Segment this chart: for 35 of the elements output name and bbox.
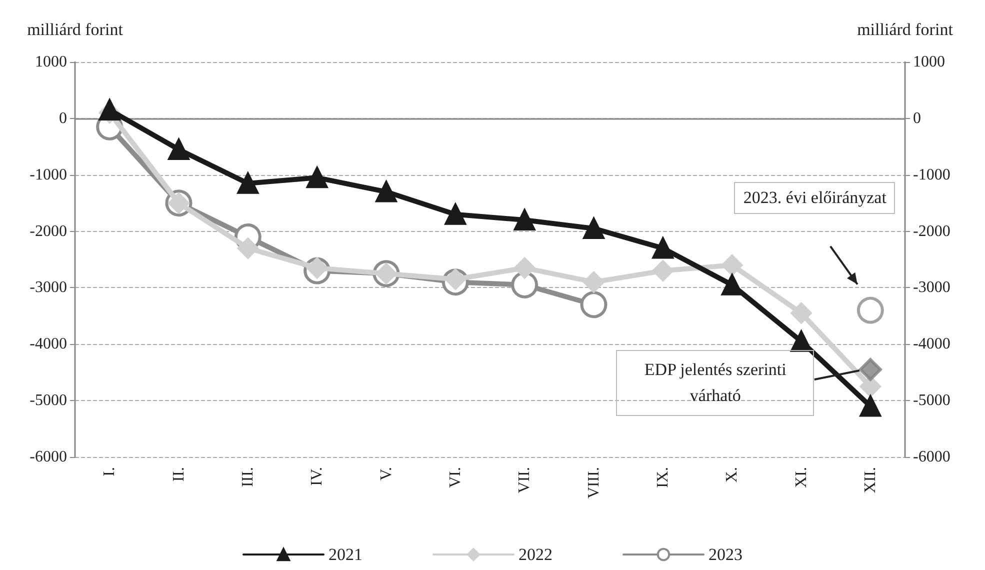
x-tick-label: VII. xyxy=(516,467,534,494)
y2-tick-label: -2000 xyxy=(913,222,950,240)
legend-label: 2023 xyxy=(708,545,742,564)
y-tick-label: -3000 xyxy=(30,279,67,296)
x-tick-label: I. xyxy=(101,467,118,476)
x-tick-label: XI. xyxy=(792,467,810,488)
x-tick-label: X. xyxy=(724,467,741,483)
x-tick-label: XII. xyxy=(862,467,879,494)
y-tick-label: -2000 xyxy=(30,222,67,240)
x-tick-label: IV. xyxy=(308,467,326,486)
y-tick-label: 0 xyxy=(59,110,67,127)
y2-tick-label: 1000 xyxy=(913,54,945,70)
y-tick-label: -6000 xyxy=(30,448,67,466)
y2-tick-label: 0 xyxy=(913,110,921,127)
y2-tick-label: -4000 xyxy=(913,336,950,353)
annotation: 2023. évi előirányzat xyxy=(734,182,896,214)
x-tick-label: V. xyxy=(378,467,395,480)
y-tick-label: -5000 xyxy=(30,392,67,410)
annotation: EDP jelentés szerinti várható xyxy=(616,350,814,416)
x-tick-label: VIII. xyxy=(585,467,602,499)
y2-tick-label: -1000 xyxy=(913,166,950,184)
x-tick-label: VI. xyxy=(446,467,464,488)
y2-tick-label: -5000 xyxy=(913,392,950,410)
y2-axis-title: milliárd forint xyxy=(857,20,954,39)
y-axis-title: milliárd forint xyxy=(27,20,124,39)
y2-tick-label: -6000 xyxy=(913,448,950,466)
y-tick-label: -1000 xyxy=(30,166,67,184)
x-tick-label: II. xyxy=(170,467,188,482)
x-tick-label: IX. xyxy=(654,467,672,488)
x-tick-label: III. xyxy=(239,467,256,487)
y-tick-label: -4000 xyxy=(30,336,67,353)
legend-label: 2021 xyxy=(328,545,362,564)
y2-tick-label: -3000 xyxy=(913,279,950,296)
legend-label: 2022 xyxy=(518,545,552,564)
y-tick-label: 1000 xyxy=(35,54,67,70)
